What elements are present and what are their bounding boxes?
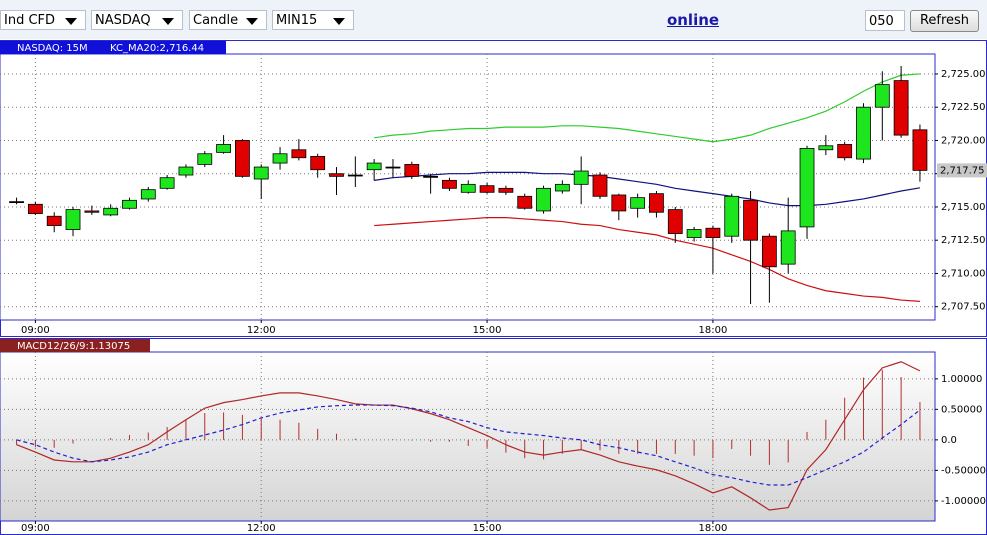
- candle-body: [573, 170, 589, 185]
- x-tick-label: 09:00: [21, 325, 50, 336]
- candle-body: [347, 174, 363, 177]
- y-tick-label: 2,707.50: [941, 302, 986, 313]
- y-tick-label: 2,722.50: [941, 102, 986, 113]
- panel-title: MACD12/26/9:1.13075: [17, 341, 130, 352]
- select[interactable]: NASDAQ: [91, 10, 183, 30]
- candle-body: [856, 106, 871, 160]
- candle-body: [159, 177, 175, 189]
- candle-body: [423, 175, 439, 178]
- candle-body: [743, 199, 758, 241]
- marks: 09:00 12:00 15:00 18:00 2,707.50 2,710.00 2,71…: [0, 54, 987, 534]
- candle-body: [366, 162, 382, 171]
- candle-body: [799, 148, 815, 228]
- candle-body: [874, 84, 890, 108]
- x-tick-label: 12:00: [247, 523, 276, 534]
- select-text: NASDAQ: [95, 13, 151, 28]
- y-tick-label: 2,710.00: [941, 268, 986, 279]
- y-tick-label: 0.0: [941, 435, 957, 446]
- status-link[interactable]: online: [666, 11, 720, 29]
- candle-body: [46, 215, 62, 226]
- candle-body: [442, 179, 457, 189]
- macd-plot: [0, 351, 936, 522]
- y-tick-label: 2,720.00: [941, 135, 986, 146]
- select-text: Ind CFD: [4, 13, 56, 28]
- select[interactable]: Ind CFD: [0, 10, 86, 30]
- candle-body: [667, 209, 683, 234]
- macd-line: [16, 361, 921, 511]
- candle-body: [818, 145, 834, 151]
- indicator-line: [374, 216, 920, 302]
- x-tick-label: 09:00: [21, 523, 50, 534]
- select-text: Candle: [193, 13, 239, 28]
- candle-body: [630, 197, 646, 209]
- x-tick-label: 18:00: [699, 523, 728, 534]
- candle-body: [291, 149, 307, 159]
- candle-body: [780, 230, 796, 265]
- x-tick-label: 12:00: [247, 325, 276, 336]
- candle-body: [329, 173, 344, 177]
- candle-body: [103, 207, 119, 216]
- panel-title: NASDAQ: 15M: [17, 43, 88, 54]
- y-tick-label: -1.00000: [941, 496, 986, 507]
- indicator-line: [374, 73, 920, 143]
- candle-body: [197, 153, 213, 165]
- signal-line: [16, 404, 921, 486]
- candle-body: [498, 187, 514, 193]
- candle-body: [122, 199, 137, 209]
- y-tick-label: 0.50000: [941, 404, 982, 415]
- x-tick-label: 18:00: [699, 325, 728, 336]
- candle-body: [705, 227, 721, 238]
- macd-header: [0, 339, 150, 352]
- candle-body: [178, 166, 194, 176]
- text-input[interactable]: 050: [865, 10, 905, 31]
- candle-body: [479, 185, 495, 193]
- candle-body: [272, 153, 288, 164]
- main-header: [0, 41, 226, 54]
- candle-body: [611, 194, 627, 212]
- candle-body: [724, 195, 740, 237]
- select-text: MIN15: [276, 13, 318, 28]
- indicator-line: [374, 171, 921, 207]
- candle-body: [517, 195, 533, 209]
- candle-body: [592, 174, 608, 197]
- x-tick-label: 15:00: [473, 523, 502, 534]
- y-tick-label: 1.00000: [941, 374, 982, 385]
- candle-body: [65, 209, 81, 230]
- candle-body: [837, 144, 853, 159]
- candle-body: [310, 156, 326, 171]
- toolbar: Ind CFD NASDAQ Candle MIN15 online 050 R…: [0, 0, 987, 39]
- candle-body: [554, 183, 570, 192]
- candle-body: [649, 193, 664, 213]
- candle-body: [216, 144, 231, 153]
- y-tick-label: 2,725.00: [941, 69, 986, 80]
- candle-body: [84, 210, 100, 213]
- candle-body: [9, 201, 24, 204]
- candle-body: [235, 140, 250, 177]
- candle-body: [404, 163, 420, 177]
- y-tick-label: 2,715.00: [941, 202, 986, 213]
- candle-body: [140, 189, 156, 200]
- candle-body: [912, 129, 928, 171]
- refresh-button[interactable]: Refresh: [910, 10, 979, 32]
- candle-body: [686, 229, 702, 238]
- last-price-label: 2,717.75: [940, 165, 985, 176]
- candle-body: [253, 166, 269, 180]
- candle-body: [536, 187, 551, 212]
- y-tick-label: 2,712.50: [941, 235, 986, 246]
- candle-body: [27, 203, 43, 214]
- candle-body: [385, 166, 401, 169]
- indicator-label: KC_MA20:2,716.44: [110, 43, 204, 54]
- select[interactable]: Candle: [189, 10, 267, 30]
- select[interactable]: MIN15: [272, 10, 354, 30]
- candle-body: [761, 235, 777, 268]
- candle-body: [460, 183, 476, 193]
- y-tick-label: -0.50000: [941, 465, 986, 476]
- x-tick-label: 15:00: [473, 325, 502, 336]
- last-price-box: [937, 163, 987, 178]
- candle-body: [893, 80, 909, 136]
